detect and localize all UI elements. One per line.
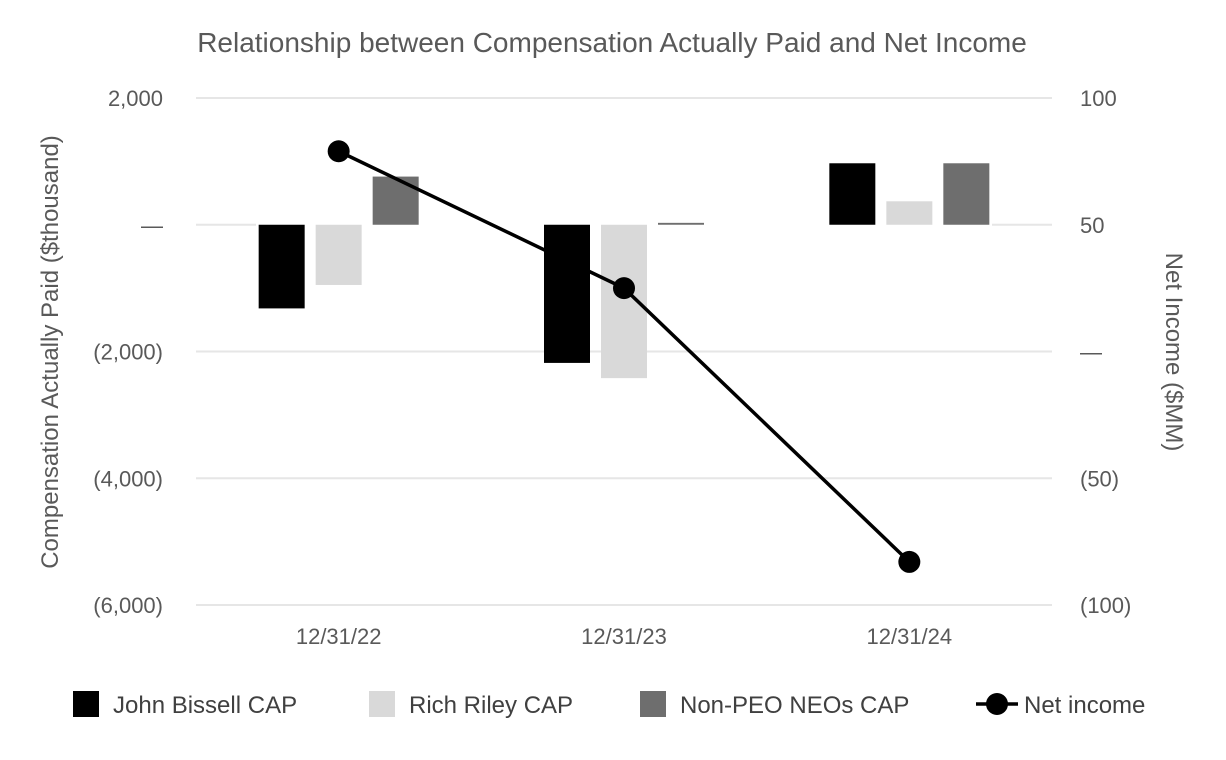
bar-non-peo-neos-cap xyxy=(372,176,419,225)
legend-swatch-rich-riley-cap xyxy=(369,691,395,717)
bar-series xyxy=(258,163,990,379)
point-net-income xyxy=(613,277,635,300)
bar-rich-riley-cap xyxy=(315,224,362,285)
legend-label: Rich Riley CAP xyxy=(409,692,573,719)
line-series xyxy=(327,140,921,573)
point-net-income xyxy=(898,550,921,573)
bar-rich-riley-cap xyxy=(886,201,933,225)
y2-tick-label: (50) xyxy=(1080,466,1119,491)
chart-title: Relationship between Compensation Actual… xyxy=(197,27,1027,58)
y2-tick-label: 100 xyxy=(1080,86,1117,111)
x-axis-ticks: 12/31/22 12/31/23 12/31/24 xyxy=(296,624,952,649)
bar-john-bissell-cap xyxy=(829,163,876,225)
y-axis-label: Compensation Actually Paid ($thousand) xyxy=(37,135,64,569)
y2-tick-label: 50 xyxy=(1080,213,1104,238)
legend-marker-net-income xyxy=(986,693,1008,715)
y-tick-label: — xyxy=(141,213,163,238)
x-tick-label: 12/31/23 xyxy=(581,624,667,649)
bar-john-bissell-cap xyxy=(258,224,305,309)
x-tick-label: 12/31/24 xyxy=(867,624,953,649)
y-tick-label: 2,000 xyxy=(108,86,163,111)
left-axis-ticks: 2,000 — (2,000) (4,000) (6,000) xyxy=(93,86,163,618)
gridlines xyxy=(196,97,1052,606)
y-tick-label: (2,000) xyxy=(93,340,163,365)
right-axis-ticks: 100 50 — (50) (100) xyxy=(1080,86,1131,618)
point-net-income xyxy=(327,140,350,163)
legend-label: Net income xyxy=(1024,692,1145,719)
legend-swatch-john-bissell-cap xyxy=(73,691,99,717)
legend-label: John Bissell CAP xyxy=(113,692,297,719)
y2-axis-label: Net Income ($MM) xyxy=(1160,253,1187,452)
bar-john-bissell-cap xyxy=(544,224,590,363)
legend-label: Non-PEO NEOs CAP xyxy=(680,692,909,719)
legend: John Bissell CAP Rich Riley CAP Non-PEO NE… xyxy=(73,691,1145,719)
y-tick-label: (6,000) xyxy=(93,593,163,618)
x-tick-label: 12/31/22 xyxy=(296,624,382,649)
legend-swatch-non-peo-neos-cap xyxy=(640,691,666,717)
y2-tick-label: — xyxy=(1080,340,1102,365)
bar-non-peo-neos-cap xyxy=(943,163,990,225)
y2-tick-label: (100) xyxy=(1080,593,1131,618)
bar-non-peo-neos-cap xyxy=(658,222,704,225)
y-tick-label: (4,000) xyxy=(93,466,163,491)
